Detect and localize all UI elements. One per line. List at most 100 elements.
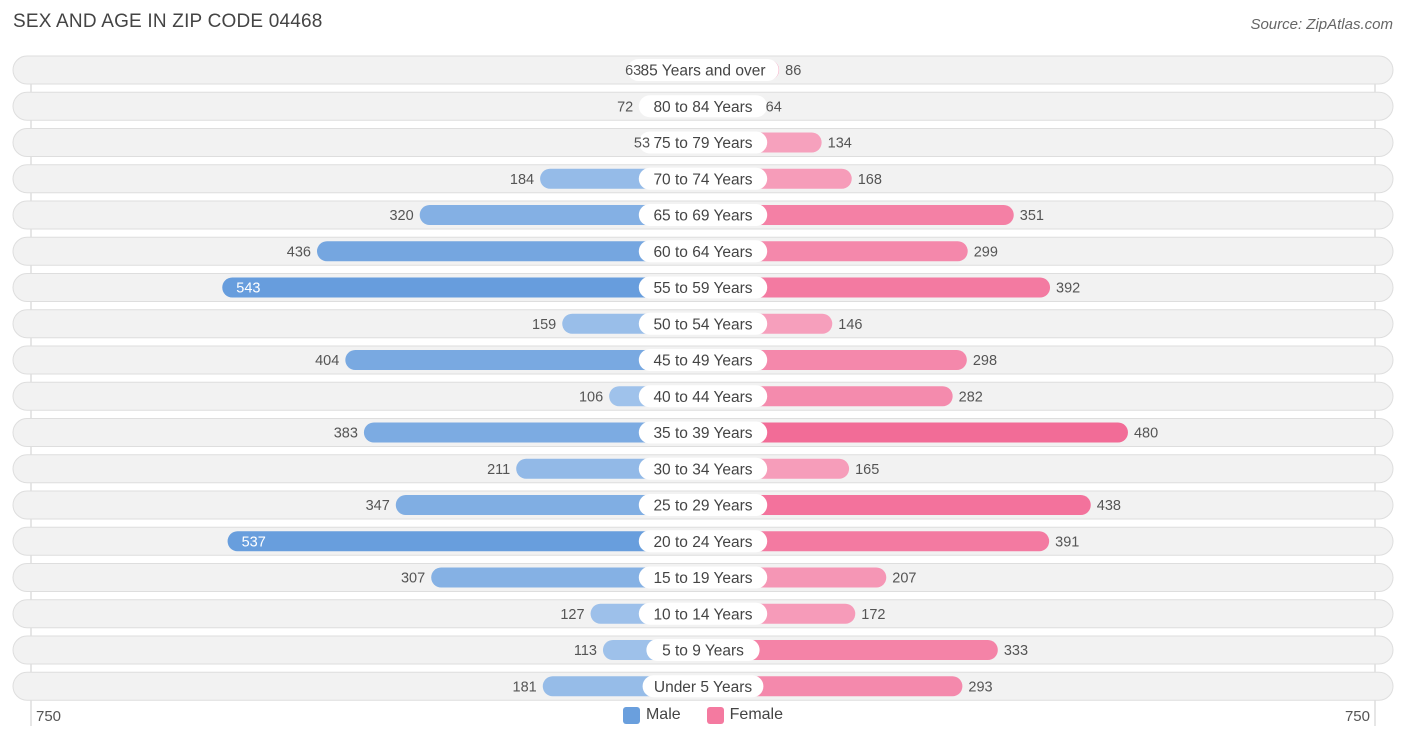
category-label: 25 to 29 Years (653, 498, 752, 515)
female-bar (703, 495, 1091, 515)
category-label-bg (638, 349, 768, 371)
male-value-label: 347 (366, 498, 390, 514)
male-bar (345, 350, 703, 370)
female-bar (703, 422, 1128, 443)
male-value-label: 159 (532, 317, 556, 333)
female-value-label: 298 (973, 353, 997, 369)
male-value-label: 436 (287, 244, 311, 260)
male-bar (222, 277, 703, 298)
category-label-bg (627, 59, 779, 81)
female-value-label: 146 (838, 317, 862, 333)
female-value-label: 86 (785, 63, 801, 79)
male-value-label: 127 (560, 607, 584, 623)
male-bar (395, 495, 703, 515)
female-value-label: 172 (861, 607, 885, 623)
male-value-label: 53 (634, 136, 650, 152)
legend-label-female: Female (729, 706, 784, 723)
female-value-label: 480 (1134, 426, 1158, 442)
legend-swatch-male (622, 706, 640, 724)
legend-swatch-female (706, 706, 724, 724)
category-label: 45 to 49 Years (653, 353, 752, 370)
category-label-bg (638, 276, 768, 299)
female-value-label: 438 (1097, 498, 1121, 514)
female-bar (703, 241, 968, 262)
category-label: 80 to 84 Years (653, 99, 752, 116)
male-bar (363, 422, 703, 443)
female-value-label: 392 (1056, 281, 1080, 297)
category-label-bg (638, 602, 768, 625)
female-value-label: 282 (959, 389, 983, 405)
male-value-label: 383 (334, 426, 358, 442)
male-value-label: 211 (487, 462, 510, 478)
category-label: 70 to 74 Years (653, 171, 752, 188)
male-value-label: 404 (315, 353, 339, 369)
male-value-label: 106 (579, 389, 603, 405)
male-value-label: 320 (389, 208, 413, 224)
male-value-label: 307 (401, 571, 425, 587)
category-label-bg (638, 421, 768, 444)
female-bar (703, 277, 1051, 298)
category-label: 40 to 44 Years (653, 389, 752, 406)
category-label: 50 to 54 Years (653, 316, 752, 333)
category-label-bg (638, 204, 768, 226)
category-label-bg (638, 494, 768, 516)
legend: Male Female (0, 706, 1406, 724)
category-label: 10 to 14 Years (653, 606, 752, 623)
category-label: 85 Years and over (641, 63, 766, 80)
category-label: 55 to 59 Years (653, 280, 752, 297)
axis-min-label: 750 (36, 708, 62, 725)
category-label-bg (638, 530, 768, 553)
category-label: 65 to 69 Years (653, 208, 752, 225)
axis-max-label: 750 (1344, 708, 1370, 725)
category-label: 15 to 19 Years (653, 570, 752, 587)
category-label-bg (646, 639, 760, 661)
male-value-label: 184 (510, 172, 534, 188)
female-bar (703, 205, 1014, 225)
category-label-bg (642, 675, 764, 698)
female-bar (703, 676, 963, 697)
category-label: Under 5 Years (654, 679, 752, 696)
female-bar (703, 531, 1050, 552)
category-label: 60 to 64 Years (653, 244, 752, 261)
legend-item-male: Male (622, 706, 681, 724)
category-label-bg (638, 95, 768, 118)
legend-item-female: Female (706, 706, 784, 724)
female-value-label: 333 (1004, 643, 1028, 659)
category-label: 20 to 24 Years (653, 534, 752, 551)
female-value-label: 168 (858, 172, 882, 188)
female-value-label: 351 (1020, 208, 1044, 224)
category-label-bg (638, 457, 768, 480)
male-bar (419, 205, 703, 225)
source-label: Source: ZipAtlas.com (1250, 16, 1393, 33)
female-value-label: 134 (828, 136, 852, 152)
female-value-label: 391 (1055, 534, 1079, 550)
male-value-label: 537 (242, 534, 266, 550)
category-label-bg (638, 312, 768, 335)
female-value-label: 207 (892, 571, 916, 587)
category-label-bg (638, 167, 768, 190)
category-label: 5 to 9 Years (662, 643, 744, 660)
female-bar (703, 640, 998, 660)
category-label-bg (638, 566, 768, 589)
legend-label-male: Male (645, 706, 681, 723)
category-label: 75 to 79 Years (653, 135, 752, 152)
female-value-label: 64 (766, 99, 782, 115)
male-value-label: 181 (513, 679, 537, 695)
male-value-label: 543 (236, 281, 260, 297)
male-value-label: 72 (617, 99, 633, 115)
category-label: 30 to 34 Years (653, 461, 752, 478)
female-value-label: 299 (974, 244, 998, 260)
male-bar (316, 241, 703, 262)
chart-title: SEX AND AGE IN ZIP CODE 04468 (13, 11, 323, 32)
category-label-bg (638, 131, 768, 154)
category-label-bg (638, 385, 768, 408)
category-label: 35 to 39 Years (653, 425, 752, 442)
female-bar (703, 350, 967, 370)
female-value-label: 293 (968, 679, 992, 695)
male-value-label: 113 (574, 643, 597, 659)
male-bar (431, 567, 703, 588)
male-bar (227, 531, 704, 552)
male-value-label: 63 (625, 63, 641, 79)
category-label-bg (638, 240, 768, 263)
